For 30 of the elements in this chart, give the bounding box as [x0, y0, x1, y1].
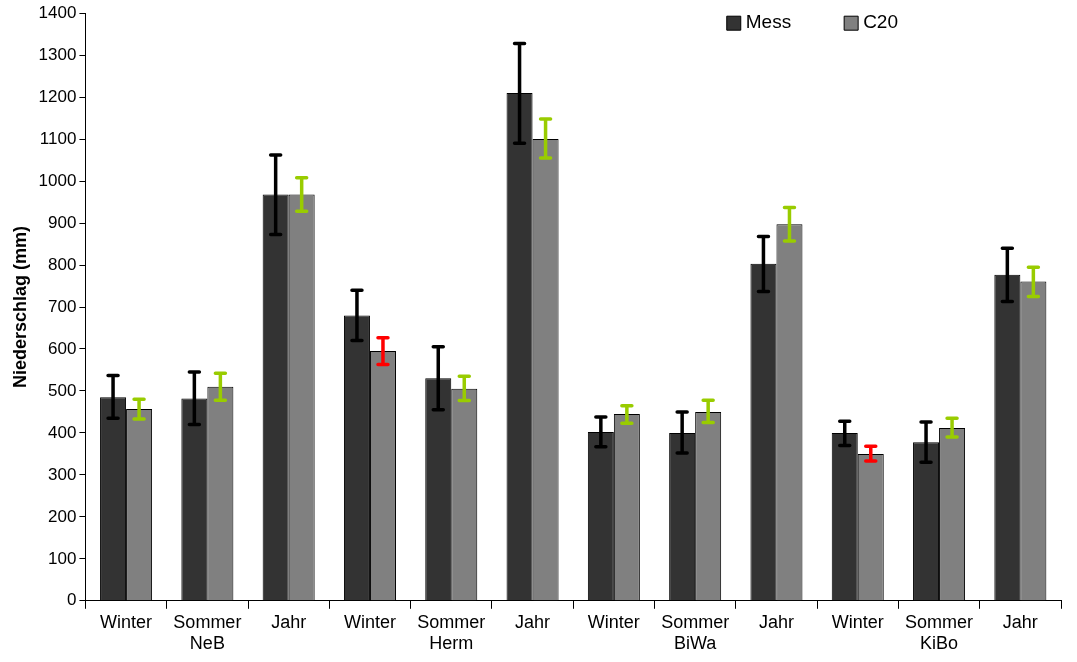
x-tick-label: Sommer NeB	[173, 611, 242, 654]
y-axis-title: Niederschlag (mm)	[9, 225, 30, 389]
x-tick-label: Jahr	[271, 611, 307, 632]
x-tick-label: Winter	[343, 611, 396, 632]
x-tick-label: Winter	[587, 611, 640, 632]
y-tick-label: 400	[48, 422, 77, 442]
y-tick-label: 100	[48, 548, 77, 568]
x-tick-label: Sommer Herm	[417, 611, 486, 654]
x-tick-label: Sommer BiWa	[661, 611, 730, 654]
y-tick-label: 1300	[38, 44, 77, 64]
y-tick-label: 600	[48, 338, 77, 358]
x-tick-label: Jahr	[1002, 611, 1038, 632]
y-tick-label: 900	[48, 212, 77, 232]
x-tick-label: Winter	[831, 611, 884, 632]
y-tick-label: 200	[48, 506, 77, 526]
x-tick-label: Jahr	[515, 611, 551, 632]
y-tick-label: 700	[48, 296, 77, 316]
x-tick-label: Winter	[100, 611, 153, 632]
y-tick-label: 300	[48, 464, 77, 484]
x-tick-label: Jahr	[758, 611, 794, 632]
legend-label: C20	[863, 11, 898, 33]
y-tick-label: 1000	[38, 170, 77, 190]
y-tick-label: 1200	[38, 86, 77, 106]
y-tick-label: 0	[66, 590, 77, 610]
y-tick-label: 800	[48, 254, 77, 274]
y-tick-label: 500	[48, 380, 77, 400]
y-tick-label: 1400	[38, 2, 77, 22]
legend-label: Mess	[745, 11, 792, 33]
x-tick-label: Sommer KiBo	[905, 611, 974, 654]
y-tick-label: 1100	[39, 128, 77, 148]
